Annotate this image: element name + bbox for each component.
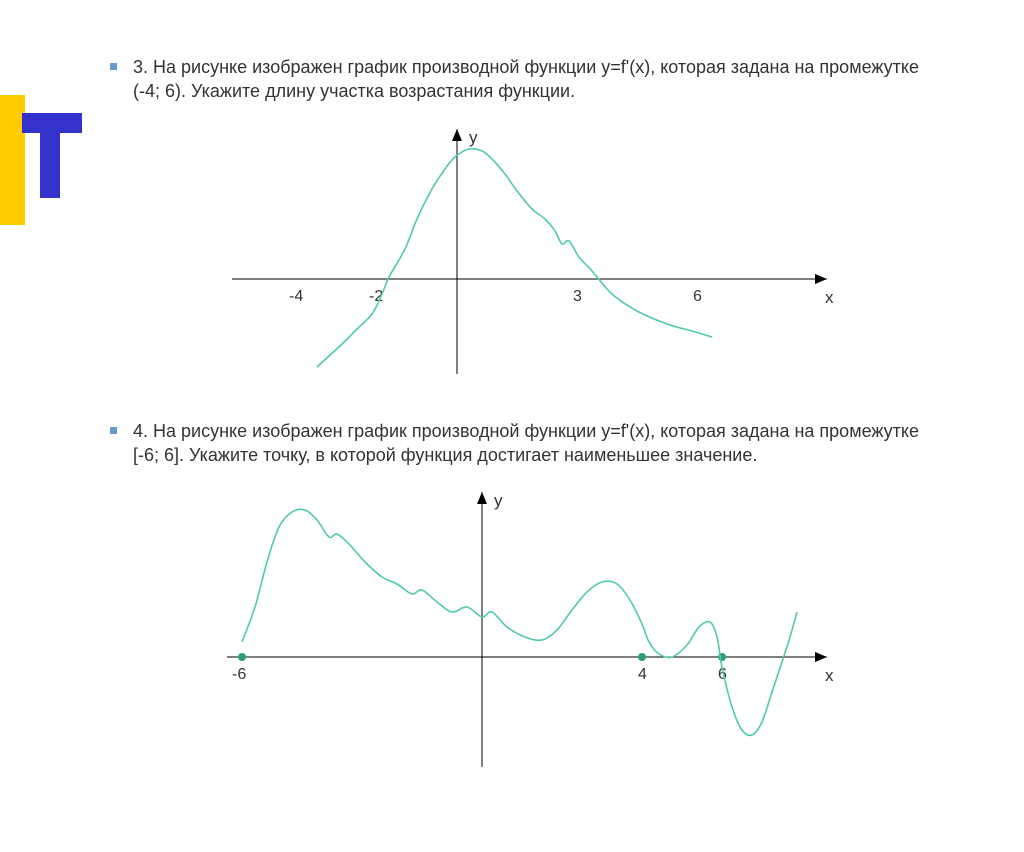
svg-text:y: y xyxy=(494,491,503,510)
svg-text:x: x xyxy=(825,288,834,307)
svg-text:3: 3 xyxy=(573,288,582,305)
bullet-icon xyxy=(110,63,117,70)
problem-4: 4. На рисунке изображен график производн… xyxy=(110,419,944,773)
svg-text:6: 6 xyxy=(693,288,702,305)
bullet-icon xyxy=(110,427,117,434)
svg-text:4: 4 xyxy=(638,666,647,683)
side-decoration xyxy=(0,95,85,225)
svg-text:x: x xyxy=(825,666,834,685)
problem-3-chart: yx-4-236 xyxy=(187,119,867,379)
svg-text:-4: -4 xyxy=(289,288,303,305)
problem-4-chart: yx-646 xyxy=(187,482,867,772)
problem-3-text: 3. На рисунке изображен график производн… xyxy=(133,55,944,104)
svg-text:-6: -6 xyxy=(232,666,246,683)
svg-text:y: y xyxy=(469,128,478,147)
problem-4-text: 4. На рисунке изображен график производн… xyxy=(133,419,944,468)
problem-3: 3. На рисунке изображен график производн… xyxy=(110,55,944,379)
